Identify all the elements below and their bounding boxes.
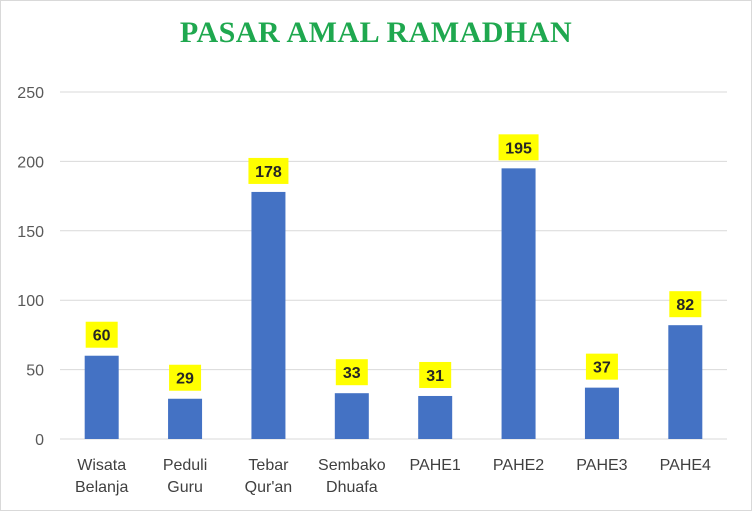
category-label: Peduli [163, 457, 207, 474]
data-label: 37 [593, 360, 611, 377]
bar [168, 398, 203, 439]
data-label-box [669, 291, 702, 318]
data-label-box [498, 134, 539, 161]
y-tick-label: 250 [17, 85, 44, 102]
category-label: Qur'an [245, 479, 293, 496]
data-label-box [85, 321, 118, 348]
category-label: PAHE4 [660, 457, 711, 474]
category-label: Wisata [77, 457, 126, 474]
data-label: 60 [93, 328, 111, 345]
category-label: Belanja [75, 479, 128, 496]
data-label-box [335, 359, 368, 386]
data-label: 29 [176, 371, 194, 388]
data-label-box [248, 157, 289, 184]
data-label: 82 [676, 297, 694, 314]
chart-title: PASAR AMAL RAMADHAN [179, 16, 573, 49]
bar [668, 325, 703, 439]
bar [418, 395, 453, 439]
bar [584, 387, 619, 439]
category-label: Guru [167, 479, 203, 496]
category-label: Sembako [318, 457, 386, 474]
data-label-box [585, 353, 618, 380]
gridlines [60, 91, 727, 440]
data-label: 178 [255, 164, 282, 181]
bars [84, 168, 703, 439]
category-label: Tebar [248, 457, 289, 474]
y-axis-ticks: 0 50 100 150 200 250 [17, 85, 44, 449]
y-tick-label: 200 [17, 154, 44, 171]
data-label: 31 [426, 368, 444, 385]
bar [251, 191, 286, 439]
data-label: 33 [343, 365, 361, 382]
data-label-box [169, 364, 202, 391]
category-label: PAHE3 [576, 457, 627, 474]
bar [84, 355, 119, 439]
category-label: PAHE2 [493, 457, 544, 474]
data-label: 195 [505, 140, 532, 157]
category-label: Dhuafa [326, 479, 378, 496]
y-tick-label: 0 [35, 432, 44, 449]
category-label: PAHE1 [410, 457, 461, 474]
y-tick-label: 100 [17, 293, 44, 310]
y-tick-label: 150 [17, 224, 44, 241]
bar [334, 393, 369, 439]
y-tick-label: 50 [26, 363, 44, 380]
x-axis-categories: Wisata Belanja Peduli Guru Tebar Qur'an Sembak… [75, 457, 711, 496]
bar [501, 168, 536, 439]
data-label-box [419, 361, 452, 388]
data-labels: 60 29 178 33 31 195 37 82 [85, 134, 702, 391]
